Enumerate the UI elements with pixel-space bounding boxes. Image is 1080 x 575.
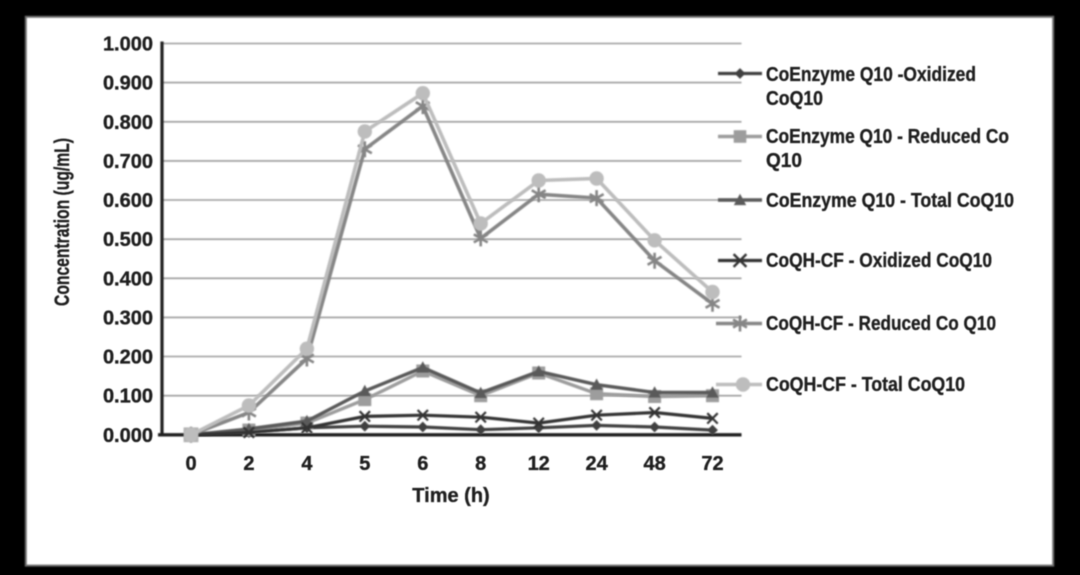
- svg-text:72: 72: [701, 453, 723, 475]
- svg-text:0.300: 0.300: [103, 307, 153, 329]
- svg-text:0.400: 0.400: [103, 268, 153, 290]
- svg-text:CoEnzyme Q10 - Reduced Co: CoEnzyme Q10 - Reduced Co: [766, 126, 1009, 148]
- svg-text:CoQH-CF - Reduced Co Q10: CoQH-CF - Reduced Co Q10: [766, 313, 996, 335]
- svg-text:CoQH-CF - Oxidized CoQ10: CoQH-CF - Oxidized CoQ10: [766, 250, 992, 272]
- svg-text:0: 0: [185, 453, 196, 475]
- svg-text:0.900: 0.900: [103, 73, 153, 95]
- svg-text:Q10: Q10: [766, 150, 802, 172]
- svg-text:0.100: 0.100: [103, 386, 153, 408]
- svg-text:5: 5: [359, 453, 370, 475]
- svg-text:2: 2: [243, 453, 254, 475]
- svg-text:Concentration (ug/mL): Concentration (ug/mL): [51, 138, 74, 306]
- svg-text:12: 12: [528, 453, 550, 475]
- svg-text:1.000: 1.000: [103, 34, 153, 56]
- svg-text:CoQH-CF - Total CoQ10: CoQH-CF - Total CoQ10: [766, 374, 965, 396]
- svg-text:6: 6: [417, 453, 428, 475]
- svg-text:24: 24: [585, 453, 608, 475]
- svg-text:Time (h): Time (h): [412, 485, 489, 507]
- svg-text:0.600: 0.600: [103, 190, 153, 212]
- svg-text:CoEnzyme Q10 - Total CoQ10: CoEnzyme Q10 - Total CoQ10: [766, 190, 1014, 212]
- svg-text:0.800: 0.800: [103, 112, 153, 134]
- svg-text:0.700: 0.700: [103, 151, 153, 173]
- svg-text:0.200: 0.200: [103, 347, 153, 369]
- svg-text:0.500: 0.500: [103, 229, 153, 251]
- svg-text:CoEnzyme Q10 -Oxidized: CoEnzyme Q10 -Oxidized: [766, 64, 976, 86]
- svg-text:0.000: 0.000: [103, 425, 153, 447]
- svg-text:CoQ10: CoQ10: [766, 88, 823, 110]
- svg-text:8: 8: [475, 453, 486, 475]
- svg-text:48: 48: [643, 453, 665, 475]
- svg-text:4: 4: [301, 453, 313, 475]
